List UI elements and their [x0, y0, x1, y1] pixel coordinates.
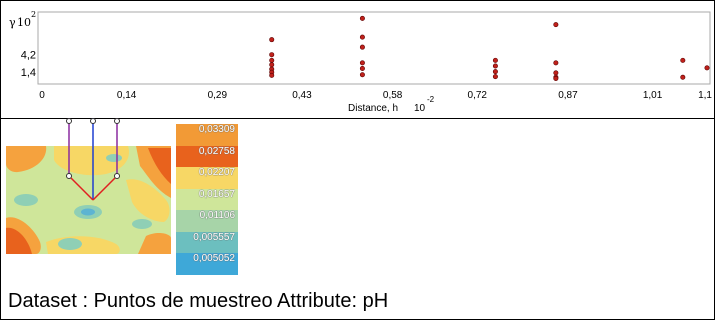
contour-blue-center [81, 208, 95, 216]
data-point [269, 62, 275, 68]
y-axis-symbol: γ [9, 16, 16, 29]
data-point [269, 37, 275, 43]
x-tick-label: 0 [39, 90, 45, 101]
legend-item: 0,02758 [176, 145, 238, 168]
data-point [269, 52, 275, 58]
x-tick-label: 1,1 [698, 90, 712, 101]
node-mid-right [114, 173, 120, 179]
x-axis-exponent-power: -2 [427, 95, 435, 104]
red-line-left [68, 175, 94, 201]
y-tick-label: 1,4 [21, 67, 36, 79]
data-point [680, 74, 686, 80]
data-point [553, 60, 559, 66]
dataset-caption: Dataset : Puntos de muestreo Attribute: … [8, 290, 389, 312]
data-point [553, 22, 559, 28]
data-point [553, 75, 559, 81]
kriging-map [6, 118, 171, 254]
data-point [704, 65, 710, 71]
data-points [269, 15, 710, 81]
legend-item: 0,02207 [176, 167, 238, 189]
y-axis-exponent-power: 2 [31, 10, 36, 19]
variogram-overlay-lines [66, 118, 120, 201]
x-tick-label: 0,43 [292, 90, 312, 101]
contour-darkorange-bottomleft [6, 227, 32, 254]
contour-orange-topleft [6, 146, 47, 173]
x-axis-label: Distance, h 10 -2 [348, 95, 435, 114]
color-legend: 0,03309 0,02758 0,02207 0,01657 0,01106 0,005… [176, 124, 238, 275]
y-tick-labels: 4,21,4 [21, 50, 36, 80]
x-tick-label: 0,87 [558, 90, 578, 101]
legend-item: 0,005052 [176, 253, 238, 275]
y-tick-label: 4,2 [21, 50, 36, 62]
data-point [269, 72, 275, 78]
plot-area [37, 11, 711, 85]
contour-yellow-right [126, 179, 170, 222]
legend-item: 0,01106 [176, 210, 238, 232]
semivariogram-chart: γ 10 2 4,21,4 0 0,14 0,29 0,43 0,58 0,72 0,87 1… [9, 10, 712, 114]
x-axis-exponent-base: 10 [414, 103, 426, 114]
red-line-right [92, 175, 118, 201]
contour-teal-left [14, 194, 38, 206]
data-point [359, 60, 365, 66]
contour-teal-bottom [58, 238, 82, 250]
data-point [359, 15, 365, 21]
legend-item: 0,03309 [176, 124, 238, 146]
x-tick-label: 0,58 [383, 90, 403, 101]
y-axis-exponent-base: 10 [17, 16, 31, 29]
contour-orange-bottomright [138, 232, 171, 254]
contour-yellow-center [54, 146, 130, 176]
node-mid-left [66, 173, 72, 179]
data-point [553, 70, 559, 76]
y-axis-label: γ 10 2 [9, 10, 36, 29]
x-tick-labels: 0 0,14 0,29 0,43 0,58 0,72 0,87 1,01 1,1 [39, 90, 712, 101]
legend-item: 0,01657 [176, 188, 238, 211]
node-top-center [90, 118, 96, 124]
x-axis-title: Distance, h [348, 103, 398, 114]
data-point [359, 34, 365, 40]
contour-teal-right [132, 219, 152, 229]
data-point [269, 57, 275, 63]
contour-darkorange-topright [148, 148, 171, 184]
node-top-right [114, 118, 120, 124]
data-point [492, 63, 498, 69]
contour-map [6, 146, 171, 254]
data-point [359, 44, 365, 50]
data-point [492, 69, 498, 75]
node-top-left [66, 118, 72, 124]
data-point [359, 65, 365, 71]
x-tick-label: 0,29 [208, 90, 228, 101]
data-point [359, 72, 365, 78]
data-point [492, 74, 498, 80]
x-tick-label: 1,01 [643, 90, 663, 101]
contour-teal-top [106, 154, 122, 162]
x-tick-label: 0,14 [117, 90, 137, 101]
legend-item: 0,005557 [176, 231, 238, 254]
x-tick-label: 0,72 [468, 90, 488, 101]
data-point [680, 57, 686, 63]
data-point [492, 57, 498, 63]
panel-divider [0, 118, 715, 119]
